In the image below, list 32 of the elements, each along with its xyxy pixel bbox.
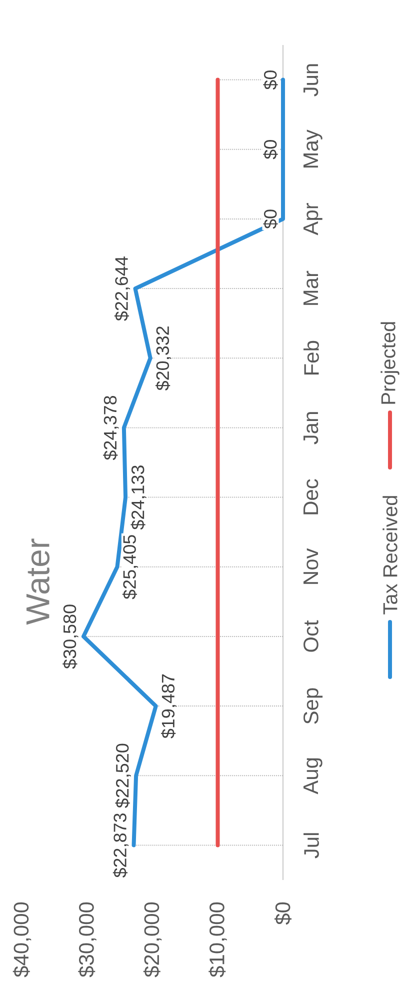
data-label: $22,873 [112,813,129,878]
x-tick-label: $20,000 [143,902,162,978]
x-tick-label: $10,000 [208,902,227,978]
data-label: $24,378 [103,396,119,460]
data-label: $24,133 [130,466,146,530]
data-label: $19,487 [161,674,177,738]
y-tick-label: Jan [304,412,318,444]
y-tick-label: Sep [304,688,323,724]
x-tick-label: $0 [274,902,292,925]
data-label: $30,580 [62,604,78,669]
data-label: $0 [263,70,278,90]
y-tick-label: Jul [304,833,319,858]
x-tick-label: $30,000 [78,902,96,978]
y-tick-label: Nov [304,548,318,584]
data-label: $22,520 [115,744,131,808]
data-label: $25,405 [122,535,138,600]
y-tick-label: Aug [304,758,322,794]
y-tick-label: Oct [304,620,318,652]
text: Tax Received [382,496,398,614]
data-label: $0 [263,140,278,160]
y-tick-label: Jun [304,64,318,96]
data-label: $22,644 [114,256,130,321]
y-tick-label: Dec [304,479,318,514]
x-tick-label: $40,000 [12,902,32,978]
y-tick-label: Apr [304,202,322,236]
y-tick-label: Feb [304,340,319,374]
y-tick-label: May [304,130,322,168]
text: Water [26,538,50,625]
data-label: $0 [263,210,278,229]
text: Projected [380,322,400,404]
y-tick-label: Mar [304,270,318,305]
data-label: $20,332 [156,326,172,390]
